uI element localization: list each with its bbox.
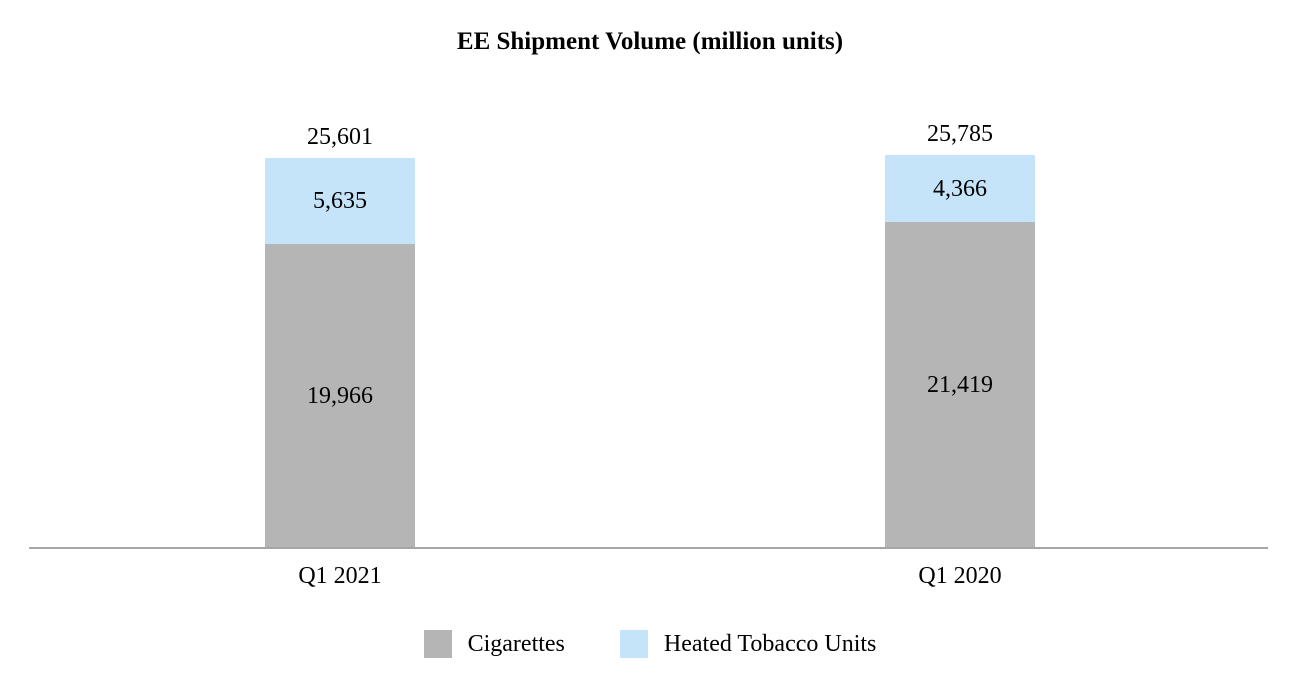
segment-value-label: 5,635	[313, 188, 367, 214]
x-axis-category-label: Q1 2020	[918, 563, 1002, 589]
bar-group-q1-2021: 25,601 5,635 19,966	[265, 123, 415, 548]
x-axis-line	[29, 547, 1268, 549]
bar-segment-cigarettes: 21,419	[885, 222, 1035, 548]
total-value-label: 25,601	[307, 124, 373, 150]
legend-label: Cigarettes	[467, 631, 565, 657]
chart-legend: Cigarettes Heated Tobacco Units	[0, 629, 1300, 659]
chart-title: EE Shipment Volume (million units)	[456, 28, 844, 55]
legend-swatch-cigarettes	[423, 630, 452, 658]
total-value-label: 25,785	[927, 121, 993, 147]
segment-value-label: 19,966	[307, 383, 373, 409]
bar-group-q1-2020: 25,785 4,366 21,419	[885, 120, 1035, 548]
bar-segment-heated-tobacco-units: 4,366	[885, 155, 1035, 222]
legend-item-heated-tobacco-units: Heated Tobacco Units	[619, 629, 877, 659]
segment-value-label: 21,419	[927, 372, 993, 398]
bar-segment-heated-tobacco-units: 5,635	[265, 158, 415, 244]
legend-item-cigarettes: Cigarettes	[423, 629, 565, 659]
x-axis-category-label: Q1 2021	[298, 563, 382, 589]
segment-value-label: 4,366	[933, 175, 987, 202]
bar-segment-cigarettes: 19,966	[265, 244, 415, 548]
legend-label: Heated Tobacco Units	[663, 631, 877, 657]
legend-swatch-heated-tobacco-units	[619, 630, 648, 658]
